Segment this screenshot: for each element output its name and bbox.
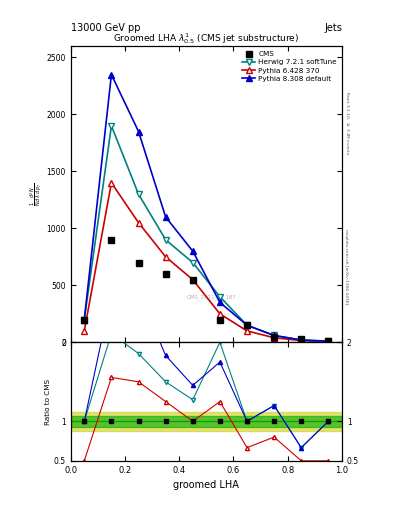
CMS (272, 333, 276, 339)
CMS (326, 338, 331, 344)
Pythia 8.308 default (109, 72, 114, 78)
Herwig 7.2.1 softTune (136, 191, 141, 197)
Pythia 6.428 370 (163, 254, 168, 260)
X-axis label: groomed LHA: groomed LHA (173, 480, 239, 490)
Pythia 8.308 default (326, 338, 331, 344)
Line: Pythia 6.428 370: Pythia 6.428 370 (81, 179, 332, 345)
CMS (190, 276, 195, 283)
CMS (163, 271, 168, 277)
Pythia 8.308 default (136, 129, 141, 135)
Pythia 6.428 370 (272, 335, 276, 341)
Pythia 6.428 370 (82, 328, 86, 334)
Herwig 7.2.1 softTune (244, 322, 249, 328)
Pythia 8.308 default (272, 332, 276, 338)
Herwig 7.2.1 softTune (218, 294, 222, 300)
Herwig 7.2.1 softTune (299, 337, 303, 343)
Text: Jets: Jets (324, 23, 342, 33)
Y-axis label: $\frac{1}{\mathrm{N}} \frac{d^2N}{d\,\lambda\,d\,p_T}$: $\frac{1}{\mathrm{N}} \frac{d^2N}{d\,\la… (29, 182, 45, 206)
Bar (71, 412, 342, 431)
Herwig 7.2.1 softTune (190, 260, 195, 266)
Pythia 6.428 370 (218, 311, 222, 317)
Pythia 6.428 370 (299, 337, 303, 344)
Pythia 6.428 370 (109, 180, 114, 186)
Herwig 7.2.1 softTune (82, 316, 86, 323)
Title: Groomed LHA $\lambda^1_{0.5}$ (CMS jet substructure): Groomed LHA $\lambda^1_{0.5}$ (CMS jet s… (113, 31, 299, 46)
Herwig 7.2.1 softTune (109, 123, 114, 129)
Pythia 6.428 370 (136, 220, 141, 226)
Pythia 8.308 default (244, 322, 249, 328)
Pythia 6.428 370 (244, 328, 249, 334)
Herwig 7.2.1 softTune (326, 338, 331, 344)
Line: Pythia 8.308 default: Pythia 8.308 default (81, 71, 332, 345)
CMS (244, 322, 249, 328)
Y-axis label: Ratio to CMS: Ratio to CMS (45, 378, 51, 424)
Line: CMS: CMS (81, 237, 331, 344)
Text: 13000 GeV pp: 13000 GeV pp (71, 23, 140, 33)
Text: Rivet 3.1.10, $\geq$ 3.2M events: Rivet 3.1.10, $\geq$ 3.2M events (344, 91, 351, 155)
Line: Herwig 7.2.1 softTune: Herwig 7.2.1 softTune (81, 122, 332, 345)
CMS (82, 316, 86, 323)
Herwig 7.2.1 softTune (272, 332, 276, 338)
Pythia 6.428 370 (190, 276, 195, 283)
Text: mcplots.cern.ch [arXiv:1306.3436]: mcplots.cern.ch [arXiv:1306.3436] (344, 229, 348, 304)
CMS (109, 237, 114, 243)
Pythia 8.308 default (299, 337, 303, 343)
Legend: CMS, Herwig 7.2.1 softTune, Pythia 6.428 370, Pythia 8.308 default: CMS, Herwig 7.2.1 softTune, Pythia 6.428… (241, 50, 338, 83)
Pythia 8.308 default (163, 214, 168, 220)
CMS (299, 336, 303, 342)
Text: CMS_2021_..._187: CMS_2021_..._187 (187, 294, 237, 300)
Pythia 8.308 default (190, 248, 195, 254)
Bar (71, 416, 342, 427)
CMS (218, 316, 222, 323)
Herwig 7.2.1 softTune (163, 237, 168, 243)
Pythia 6.428 370 (326, 338, 331, 345)
Pythia 8.308 default (82, 316, 86, 323)
Pythia 8.308 default (218, 300, 222, 306)
CMS (136, 260, 141, 266)
